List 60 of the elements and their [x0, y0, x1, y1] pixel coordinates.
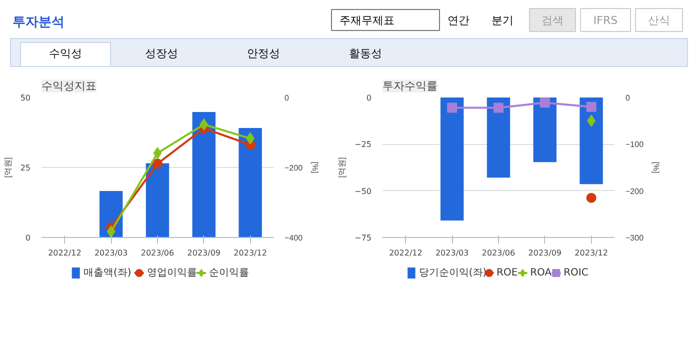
text: 검색	[542, 14, 564, 27]
text: 안정성	[247, 47, 280, 60]
legend-label: 매출액(좌)	[84, 268, 132, 278]
x-tick-label: 2023/03	[435, 248, 469, 258]
point	[106, 226, 116, 238]
x-tick-label: 2023/09	[187, 248, 221, 258]
text: 산식	[648, 14, 670, 27]
legend-label: 영업이익률	[146, 268, 197, 278]
y-axis-title: [억원]	[338, 157, 347, 178]
y-tick-label: 50	[20, 94, 31, 102]
y2-tick-label: −300	[626, 234, 644, 242]
y-tick-label: −25	[354, 140, 372, 150]
y-axis-title: [억원]	[3, 157, 12, 178]
y2-axis-title: [%]	[310, 162, 320, 174]
text: IFRS	[593, 14, 618, 27]
point	[153, 147, 162, 160]
y-tick-label: 0	[25, 234, 31, 242]
x-tick-label: 2023/06	[482, 248, 516, 258]
x-tick-label: 2023/12	[574, 248, 608, 258]
y2-tick-label: −200	[284, 164, 304, 172]
y-tick-label: −75	[354, 234, 372, 242]
text: 성장성	[145, 47, 178, 60]
y2-tick-label: −200	[626, 186, 644, 196]
legend-label: ROA	[530, 268, 552, 278]
y2-axis-title: [%]	[652, 162, 661, 174]
y-tick-label: 0	[366, 94, 372, 102]
legend-label: 당기순이익(좌)	[418, 268, 487, 278]
bar	[238, 128, 262, 238]
x-tick-label: 2023/09	[528, 248, 562, 258]
point	[540, 98, 550, 108]
point	[200, 118, 208, 130]
text: 분기	[492, 14, 514, 27]
point	[586, 102, 596, 112]
text: 투자분석	[12, 15, 64, 30]
text: 수익성	[49, 47, 82, 60]
y2-tick-label: −400	[284, 234, 304, 242]
point	[494, 102, 504, 113]
bar	[192, 112, 216, 238]
y2-tick-label: −100	[626, 140, 644, 150]
x-tick-label: 2023/12	[234, 248, 267, 258]
point	[586, 192, 596, 203]
text: 연간	[448, 14, 470, 27]
y2-tick-label: 0	[626, 94, 630, 102]
x-tick-label: 2022/12	[389, 248, 422, 258]
legend-label: 순이익률	[208, 268, 249, 278]
chart-title: 수익성지표	[42, 80, 96, 92]
chart-title: 투자수익률	[382, 80, 438, 92]
x-tick-label: 2022/12	[48, 248, 82, 258]
y-tick-label: 25	[20, 164, 31, 172]
x-tick-label: 2023/06	[140, 248, 174, 258]
text: 주재무제표	[340, 14, 394, 27]
legend-label: ROE	[496, 268, 518, 278]
point	[152, 158, 162, 169]
y2-tick-label: 0	[284, 94, 290, 102]
bar	[146, 163, 170, 238]
legend-label: ROIC	[564, 268, 588, 278]
text: 활동성	[349, 47, 382, 60]
point	[447, 102, 458, 113]
x-tick-label: 2023/03	[94, 248, 128, 258]
y-tick-label: −50	[354, 186, 372, 196]
